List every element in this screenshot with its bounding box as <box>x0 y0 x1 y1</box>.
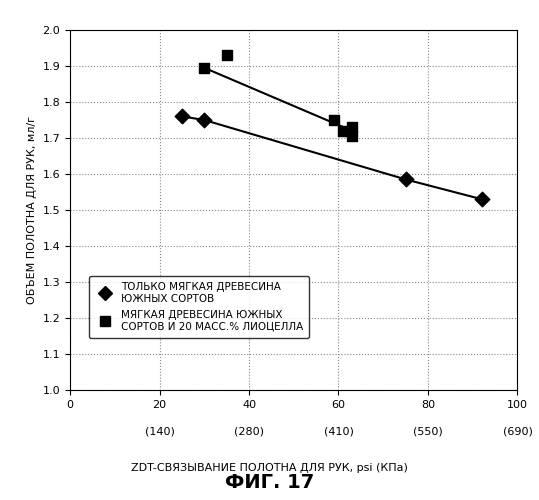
Point <box>178 112 186 120</box>
Point <box>200 116 209 124</box>
Point <box>348 123 356 131</box>
Y-axis label: ОБЪЕМ ПОЛОТНА ДЛЯ РУК, мл/г: ОБЪЕМ ПОЛОТНА ДЛЯ РУК, мл/г <box>27 116 37 304</box>
Text: ZDT-СВЯЗЫВАНИЕ ПОЛОТНА ДЛЯ РУК, psi (КПа): ZDT-СВЯЗЫВАНИЕ ПОЛОТНА ДЛЯ РУК, psi (КПа… <box>131 462 408 472</box>
Legend: ТОЛЬКО МЯГКАЯ ДРЕВЕСИНА
ЮЖНЫХ СОРТОВ, МЯГКАЯ ДРЕВЕСИНА ЮЖНЫХ
СОРТОВ И 20 МАСС.% : ТОЛЬКО МЯГКАЯ ДРЕВЕСИНА ЮЖНЫХ СОРТОВ, МЯ… <box>89 276 309 338</box>
Text: (690): (690) <box>502 426 533 436</box>
Text: ФИГ. 17: ФИГ. 17 <box>225 474 314 492</box>
Point <box>200 64 209 72</box>
Text: (550): (550) <box>413 426 443 436</box>
Text: (140): (140) <box>144 426 175 436</box>
Point <box>330 116 338 124</box>
Text: (280): (280) <box>234 426 264 436</box>
Point <box>222 51 231 59</box>
Text: (410): (410) <box>323 426 354 436</box>
Point <box>401 176 410 184</box>
Point <box>348 132 356 140</box>
Point <box>478 195 486 203</box>
Point <box>338 127 347 135</box>
